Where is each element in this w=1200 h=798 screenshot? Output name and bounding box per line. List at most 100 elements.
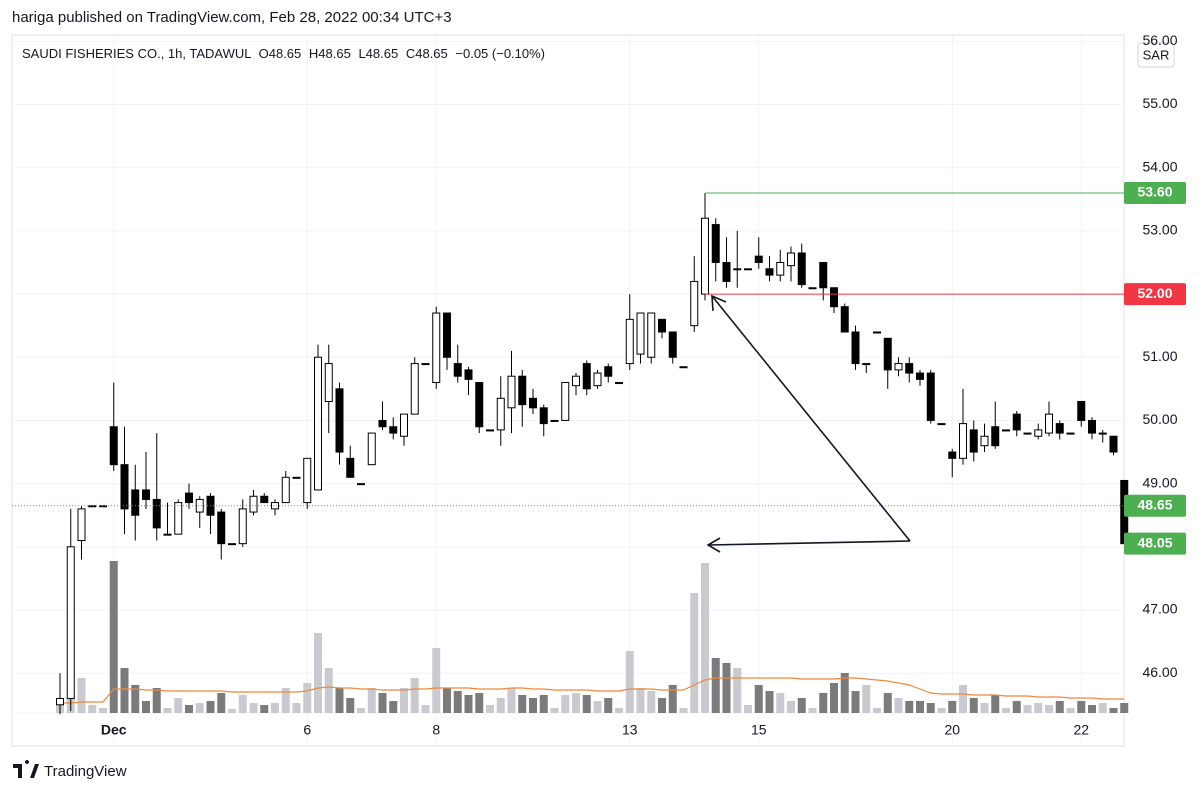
volume-bar [1109, 708, 1118, 713]
volume-bar [830, 683, 838, 713]
y-tick-label: 54.00 [1142, 158, 1177, 174]
candle-body [367, 432, 376, 466]
candle-body [1066, 432, 1075, 435]
legend-low: L48.65 [358, 46, 398, 61]
volume-bar [464, 695, 473, 713]
volume-bar [582, 695, 591, 713]
volume-bar [744, 705, 752, 713]
volume-bar [120, 668, 129, 713]
candle-body [808, 287, 817, 290]
volume-bar [926, 703, 935, 713]
y-tick-label: 51.00 [1142, 348, 1177, 364]
x-tick-label: Dec [101, 722, 127, 738]
volume-bar [1077, 701, 1086, 713]
volume-bar [883, 693, 892, 713]
publisher-header: hariga published on TradingView.com, Feb… [12, 9, 452, 26]
volume-bar [572, 693, 580, 713]
volume-bar [980, 703, 989, 713]
candle-body [937, 423, 946, 426]
candle-body [658, 318, 666, 333]
volume-bar [163, 708, 172, 713]
candle-body [507, 375, 516, 409]
x-tick-label: 15 [751, 722, 767, 738]
price-label-box [1124, 283, 1186, 306]
candle-body [754, 255, 763, 263]
price-label: 48.05 [1137, 534, 1172, 550]
volume-bar [916, 701, 924, 713]
candle-body [733, 268, 742, 271]
candle-body [862, 363, 871, 366]
volume-bar [432, 648, 441, 713]
candle-body [1012, 413, 1021, 431]
volume-bar [1066, 708, 1075, 713]
volume-bar [109, 561, 118, 713]
marks [12, 192, 1129, 715]
volume-bar [1023, 705, 1032, 713]
volume-bar [271, 703, 279, 713]
volume-bar [77, 678, 86, 713]
volume-bar [894, 698, 903, 713]
volume-bar [539, 695, 548, 713]
volume-bar [507, 688, 516, 713]
volume-bar [733, 668, 742, 713]
x-tick-label: 8 [432, 722, 440, 738]
candle-body [142, 489, 150, 500]
volume-bar [658, 698, 666, 713]
candle-body [1034, 429, 1043, 437]
candle-body [421, 363, 430, 366]
volume-bar [690, 593, 699, 713]
volume-bar [701, 563, 709, 713]
volume-bar [969, 698, 978, 713]
candle-body [668, 331, 677, 358]
candle-body [238, 508, 247, 545]
candle-body [1023, 432, 1032, 435]
volume-bar [679, 708, 688, 713]
currency: SAR [1143, 47, 1170, 62]
y-tick-label: 49.00 [1142, 474, 1177, 490]
volume-bar [303, 683, 312, 713]
candle-body [357, 483, 365, 486]
y-tick-label: 47.00 [1142, 601, 1177, 617]
candle-body [432, 312, 441, 384]
plot-frame [11, 34, 1125, 747]
volume-bar [335, 688, 344, 713]
logo-icon [13, 760, 39, 778]
volume-bar [797, 698, 806, 713]
arrow-line [707, 540, 911, 546]
candle-body [765, 268, 774, 276]
candle-body [217, 511, 226, 545]
legend-symbol: SAUDI FISHERIES CO., 1h, TADAWUL [22, 46, 251, 61]
candle-body [948, 451, 957, 459]
price-label-box [1124, 181, 1186, 204]
candle-body [593, 372, 602, 387]
volume-bar [1002, 708, 1010, 713]
volume-bar [754, 685, 763, 713]
volume-bar [787, 701, 795, 713]
volume-bar [314, 633, 322, 713]
price-label: 48.65 [1137, 496, 1172, 512]
volume-bar [948, 701, 957, 713]
volume-bar [174, 698, 183, 713]
candle-body [66, 546, 75, 699]
volume-bar [217, 693, 226, 713]
annotation-arrows [706, 294, 911, 553]
candle-body [572, 375, 580, 387]
volume-bar [959, 685, 967, 713]
candle-body [851, 331, 860, 365]
volume-bar [206, 701, 215, 713]
volume-bar [593, 701, 602, 713]
volume-bar [1098, 703, 1107, 713]
candle-body [174, 502, 183, 535]
volume-bar [486, 705, 494, 713]
candle-body [991, 426, 1000, 447]
volume-bar [561, 695, 570, 713]
candle-body [453, 363, 462, 377]
candle-body [185, 492, 193, 504]
volume-bar [862, 685, 871, 713]
legend-high: H48.65 [309, 46, 351, 61]
candle-body [486, 429, 494, 432]
candle-body [690, 280, 699, 327]
candle-body [582, 363, 591, 390]
candle-body [56, 697, 64, 706]
